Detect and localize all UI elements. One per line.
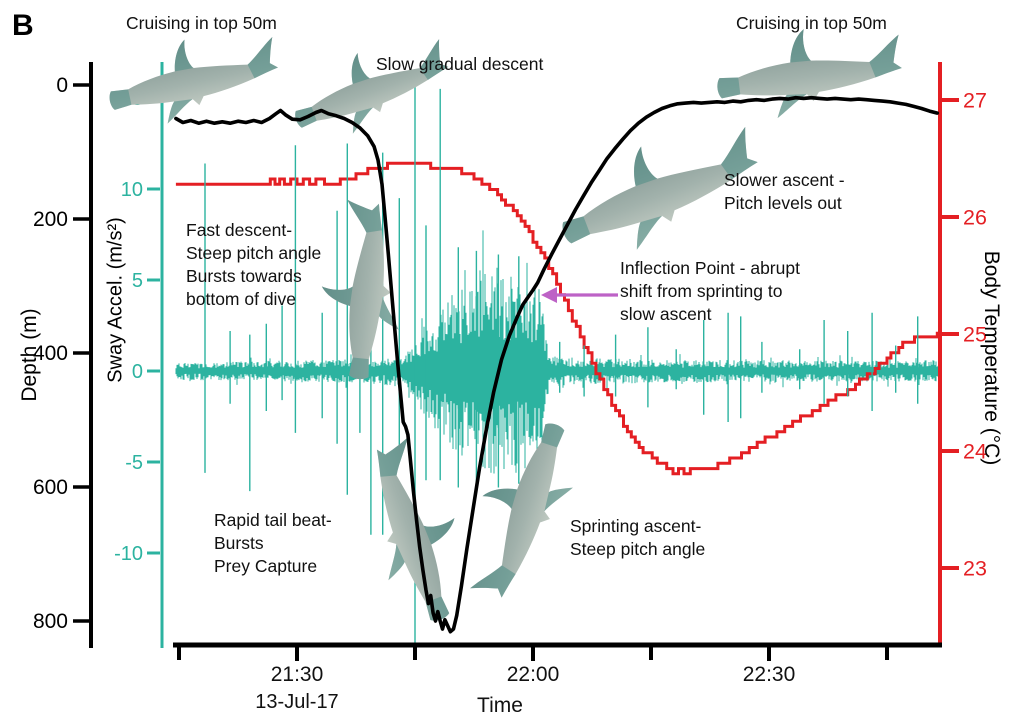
time-tick-label: 22:30 xyxy=(743,663,796,686)
date-label: 13-Jul-17 xyxy=(255,691,339,713)
body-temperature-curve xyxy=(175,161,939,476)
inflection-arrow-head xyxy=(541,287,557,303)
shark-image xyxy=(376,437,455,621)
depth-tick-label: 0 xyxy=(56,74,68,97)
time-axis-title: Time xyxy=(477,694,523,717)
temp-tick-label: 26 xyxy=(963,206,987,230)
annotation-cruising-left: Cruising in top 50m xyxy=(126,13,277,33)
depth-curve xyxy=(174,95,940,634)
shark-image xyxy=(109,37,278,124)
shark-image xyxy=(717,29,902,119)
depth-tick-label: 600 xyxy=(33,476,68,499)
shark-image xyxy=(562,126,758,250)
sway-accel-axis-title: Sway Accel. (m/s²) xyxy=(104,217,127,383)
shark-image xyxy=(321,199,399,380)
sway-tick-label: 5 xyxy=(132,270,143,292)
annotation-slower-ascent: Slower ascent - Pitch levels out xyxy=(724,170,845,214)
temp-tick-label: 27 xyxy=(963,89,987,113)
time-tick-label: 21:30 xyxy=(271,663,324,686)
sway-tick-label: -10 xyxy=(114,543,143,565)
annotation-fast-descent: Fast descent- Steep pitch angle Bursts t… xyxy=(186,220,322,310)
panel-label: B xyxy=(12,9,34,42)
depth-axis-title: Depth (m) xyxy=(18,308,41,402)
sway-tick-label: 10 xyxy=(121,179,143,201)
annotation-sprinting-ascent: Sprinting ascent- Steep pitch angle xyxy=(570,516,706,560)
body-temperature-axis-title: Body Temperature (°C) xyxy=(980,250,1003,466)
depth-tick-label: 400 xyxy=(33,342,68,365)
shark-image xyxy=(470,423,573,598)
annotation-rapid-tail-beat: Rapid tail beat- Bursts Prey Capture xyxy=(214,510,332,577)
temp-tick-label: 23 xyxy=(963,557,987,581)
depth-tick-label: 200 xyxy=(33,208,68,231)
sway-tick-label: -5 xyxy=(125,452,143,474)
annotation-slow-gradual-descent: Slow gradual descent xyxy=(376,54,544,74)
annotation-inflection-point: Inflection Point - abrupt shift from spr… xyxy=(620,258,800,325)
shark-image xyxy=(295,39,449,134)
depth-tick-label: 800 xyxy=(33,610,68,633)
sway-accel-spikes xyxy=(204,72,919,644)
temp-tick-label: 24 xyxy=(963,440,987,464)
temp-tick-label: 25 xyxy=(963,323,987,347)
sway-tick-label: 0 xyxy=(132,361,143,383)
time-tick-label: 22:00 xyxy=(507,663,560,686)
sway-accel-noise-trace xyxy=(175,230,939,474)
annotation-cruising-right: Cruising in top 50m xyxy=(736,13,887,33)
